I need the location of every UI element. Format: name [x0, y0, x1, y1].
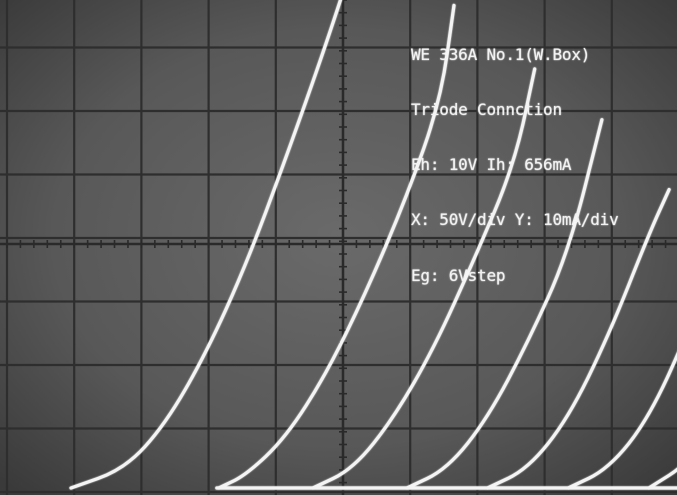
trace-curve-4 — [405, 118, 604, 490]
trace-curve-6 — [566, 351, 677, 490]
trace-curve-3 — [311, 67, 537, 490]
trace-curve-2 — [217, 3, 456, 490]
trace-curve-7 — [647, 467, 677, 490]
trace-curve-1 — [69, 0, 343, 490]
trace-curve-5 — [486, 188, 671, 490]
traces — [69, 0, 677, 490]
